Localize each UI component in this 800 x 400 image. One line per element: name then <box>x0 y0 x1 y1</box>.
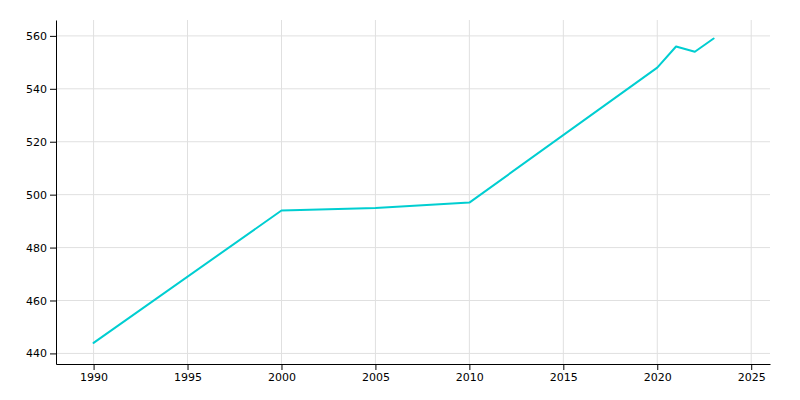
tick-mark <box>751 364 752 370</box>
tick-mark <box>50 353 56 354</box>
tick-mark <box>94 364 95 370</box>
tick: 560 <box>26 30 56 43</box>
grid-line <box>56 35 770 36</box>
series-group <box>94 39 714 343</box>
grid-line <box>281 20 282 364</box>
plot-area: 1990 1995 2000 2005 2010 2015 2020 2025 440 460 48… <box>26 20 771 384</box>
tick-mark <box>563 364 564 370</box>
tick-mark <box>657 364 658 370</box>
grid-line <box>56 300 770 301</box>
tick-mark <box>281 364 282 370</box>
tick-mark <box>375 364 376 370</box>
tick: 2015 <box>550 364 578 384</box>
chart-svg: 1990 1995 2000 2005 2010 2015 2020 2025 440 460 48… <box>0 0 800 400</box>
grid-line <box>56 247 770 248</box>
tick-label: 2015 <box>550 371 578 384</box>
tick: 2000 <box>268 364 296 384</box>
chart-container: 1990 1995 2000 2005 2010 2015 2020 2025 440 460 48… <box>0 0 800 400</box>
grid-line <box>56 88 770 89</box>
grid <box>56 20 770 364</box>
grid-line <box>375 20 376 364</box>
grid-line <box>657 20 658 364</box>
tick-label: 480 <box>26 242 47 255</box>
tick: 2025 <box>738 364 766 384</box>
tick-mark <box>50 36 56 37</box>
tick-mark <box>50 195 56 196</box>
tick: 460 <box>26 295 56 308</box>
tick-label: 2000 <box>268 371 296 384</box>
axis-line <box>57 364 771 365</box>
tick-mark <box>50 248 56 249</box>
tick-mark <box>50 142 56 143</box>
grid-line <box>56 194 770 195</box>
tick: 1995 <box>174 364 202 384</box>
y-axis: 440 460 480 500 520 540 560 <box>26 21 57 365</box>
tick-mark <box>188 364 189 370</box>
grid-line <box>469 20 470 364</box>
tick: 2010 <box>456 364 484 384</box>
tick: 480 <box>26 242 56 255</box>
grid-line <box>751 20 752 364</box>
tick-label: 2020 <box>644 371 672 384</box>
tick-label: 460 <box>26 295 47 308</box>
x-axis: 1990 1995 2000 2005 2010 2015 2020 2025 <box>57 364 771 384</box>
tick: 440 <box>26 347 56 360</box>
tick-label: 560 <box>26 30 47 43</box>
tick-mark <box>50 89 56 90</box>
tick-label: 500 <box>26 189 47 202</box>
axis-line <box>56 21 57 365</box>
tick-label: 520 <box>26 136 47 149</box>
tick-label: 1990 <box>80 371 108 384</box>
tick: 2005 <box>362 364 390 384</box>
tick: 1990 <box>80 364 108 384</box>
tick: 540 <box>26 83 56 96</box>
tick: 500 <box>26 189 56 202</box>
line <box>94 39 714 343</box>
tick-label: 1995 <box>174 371 202 384</box>
tick-label: 2025 <box>738 371 766 384</box>
grid-line <box>187 20 188 364</box>
grid-line <box>563 20 564 364</box>
tick-label: 2010 <box>456 371 484 384</box>
tick-mark <box>469 364 470 370</box>
grid-line <box>93 20 94 364</box>
tick-label: 2005 <box>362 371 390 384</box>
tick: 520 <box>26 136 56 149</box>
grid-line <box>56 141 770 142</box>
grid-line <box>56 353 770 354</box>
tick-label: 540 <box>26 83 47 96</box>
tick-label: 440 <box>26 347 47 360</box>
tick: 2020 <box>644 364 672 384</box>
tick-mark <box>50 300 56 301</box>
